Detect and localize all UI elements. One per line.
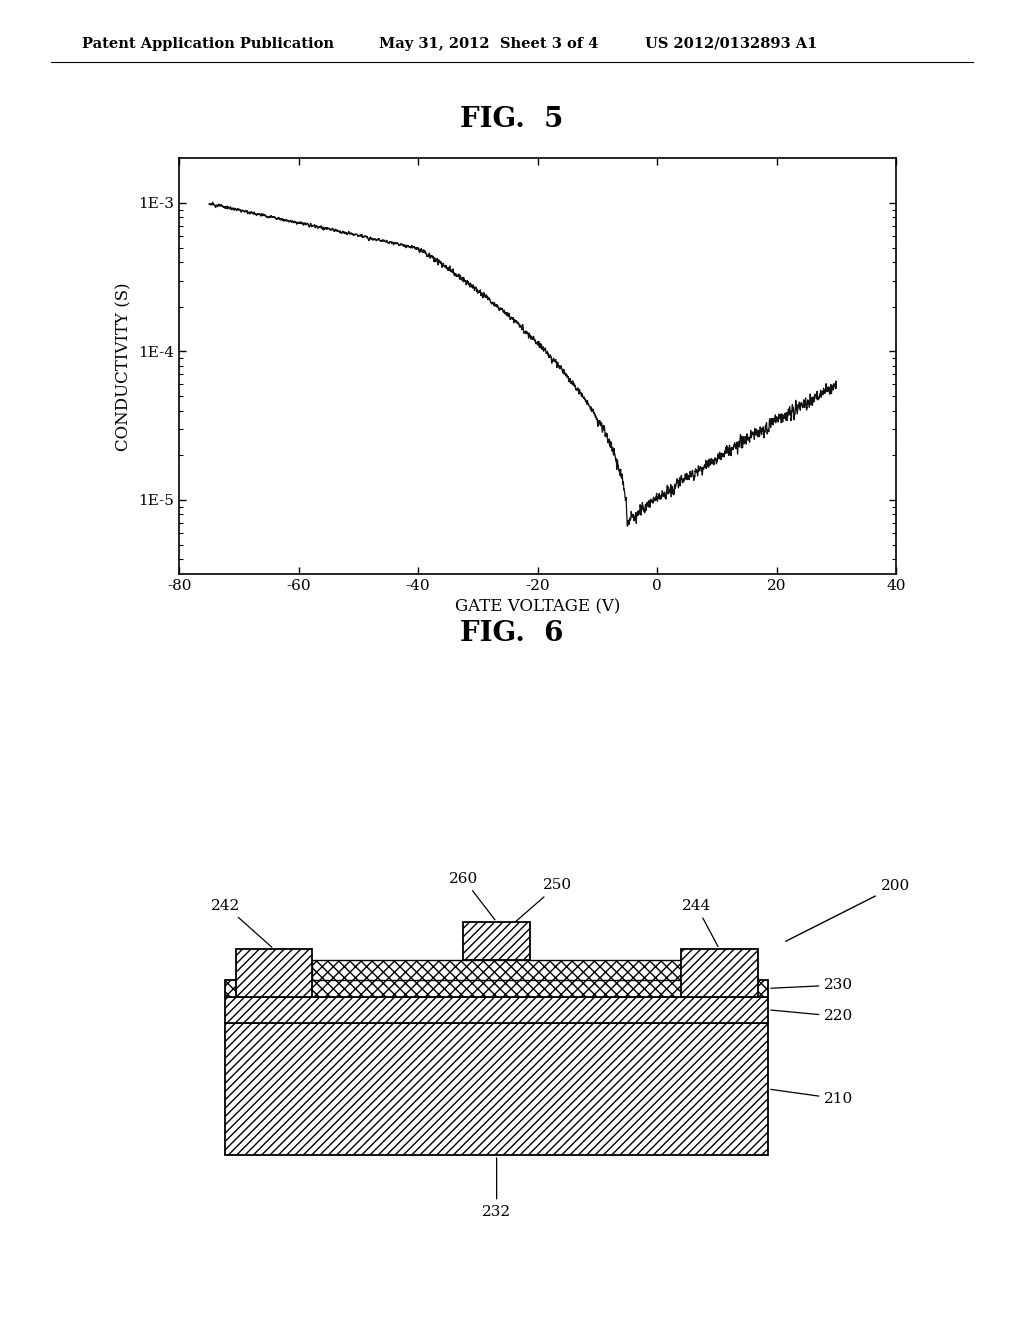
Bar xyxy=(225,997,768,1023)
Bar xyxy=(312,961,681,979)
Text: 210: 210 xyxy=(771,1089,854,1106)
Text: FIG.  6: FIG. 6 xyxy=(460,620,564,647)
Text: 242: 242 xyxy=(211,899,271,948)
Bar xyxy=(312,961,681,979)
Bar xyxy=(681,949,758,997)
Bar xyxy=(463,921,530,961)
Text: 244: 244 xyxy=(682,899,718,946)
Text: May 31, 2012  Sheet 3 of 4: May 31, 2012 Sheet 3 of 4 xyxy=(379,37,598,51)
Text: 260: 260 xyxy=(449,871,495,920)
Text: Patent Application Publication: Patent Application Publication xyxy=(82,37,334,51)
Bar xyxy=(225,1023,768,1155)
Y-axis label: CONDUCTIVITY (S): CONDUCTIVITY (S) xyxy=(116,282,133,450)
Text: 220: 220 xyxy=(771,1010,854,1023)
Text: US 2012/0132893 A1: US 2012/0132893 A1 xyxy=(645,37,817,51)
Bar xyxy=(225,997,768,1023)
Bar xyxy=(225,1023,768,1155)
Bar xyxy=(236,949,312,997)
Bar xyxy=(236,949,312,997)
Text: 230: 230 xyxy=(771,978,853,993)
Bar xyxy=(225,979,768,997)
Text: 250: 250 xyxy=(462,878,571,969)
X-axis label: GATE VOLTAGE (V): GATE VOLTAGE (V) xyxy=(455,598,621,615)
Bar xyxy=(681,949,758,997)
Bar xyxy=(463,921,530,961)
Text: 200: 200 xyxy=(785,879,910,941)
Text: FIG.  5: FIG. 5 xyxy=(461,106,563,132)
Bar xyxy=(225,979,768,997)
Text: 232: 232 xyxy=(482,1158,511,1218)
